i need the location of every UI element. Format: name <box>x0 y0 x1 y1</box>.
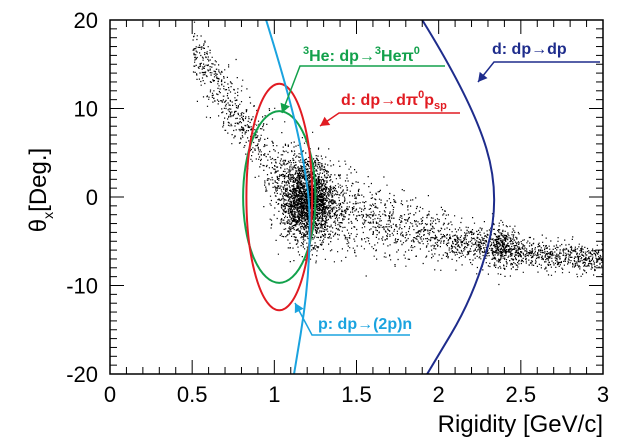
x-tick-label: 0 <box>104 382 116 407</box>
x-tick-label: 2 <box>433 382 445 407</box>
leader-d-elastic-arrow <box>478 71 488 82</box>
annotation-p-2p-n: p: dp→(2p)n <box>318 316 412 333</box>
y-axis-title: θx[Deg.] <box>25 148 56 232</box>
leader-he3 <box>281 65 445 114</box>
curve-d-elastic <box>421 20 496 374</box>
leader-d-pi0-psp <box>319 112 460 127</box>
y-tick-label: 10 <box>74 97 98 122</box>
annotation-he3: 3He: dp→3Heπ0 <box>303 45 420 65</box>
curve-d-pi0-psp <box>245 82 314 312</box>
y-tick-label: -20 <box>66 362 98 387</box>
leader-he3-arrow <box>280 102 290 113</box>
scatter-points <box>192 21 603 286</box>
y-tick-labels: -20 -10 0 10 20 <box>66 8 98 387</box>
y-tick-label: 0 <box>86 185 98 210</box>
axis-ticks <box>109 19 604 375</box>
annotation-d-elastic: d: dp→dp <box>492 41 567 58</box>
x-tick-label: 1.5 <box>341 382 372 407</box>
leader-p-2p-n-arrow <box>294 303 304 314</box>
annotation-he3-label: 3He: dp→3Heπ0 <box>303 45 420 65</box>
y-tick-label: -10 <box>66 274 98 299</box>
annotation-leaders <box>280 61 600 336</box>
y-tick-label: 20 <box>74 8 98 33</box>
annotation-d-pi0-psp-label: d: dp→dπ0psp <box>341 89 447 112</box>
x-axis-title: Rigidity [GeV/c] <box>438 411 603 438</box>
annotation-d-elastic-label: d: dp→dp <box>492 41 567 58</box>
leader-p-2p-n <box>294 302 410 336</box>
x-tick-label: 0.5 <box>177 382 208 407</box>
leader-d-elastic <box>477 61 600 83</box>
curve-he3 <box>242 110 317 284</box>
x-tick-labels: 0 0.5 1 1.5 2 2.5 3 <box>104 382 609 407</box>
x-tick-label: 1 <box>268 382 280 407</box>
scatter-point-cloud <box>192 21 603 286</box>
annotation-d-pi0-psp: d: dp→dπ0psp <box>341 89 447 112</box>
leader-d-pi0-psp-arrow <box>320 116 331 126</box>
x-tick-label: 3 <box>597 382 609 407</box>
annotation-p-2p-n-label: p: dp→(2p)n <box>318 316 412 333</box>
x-tick-label: 2.5 <box>506 382 537 407</box>
